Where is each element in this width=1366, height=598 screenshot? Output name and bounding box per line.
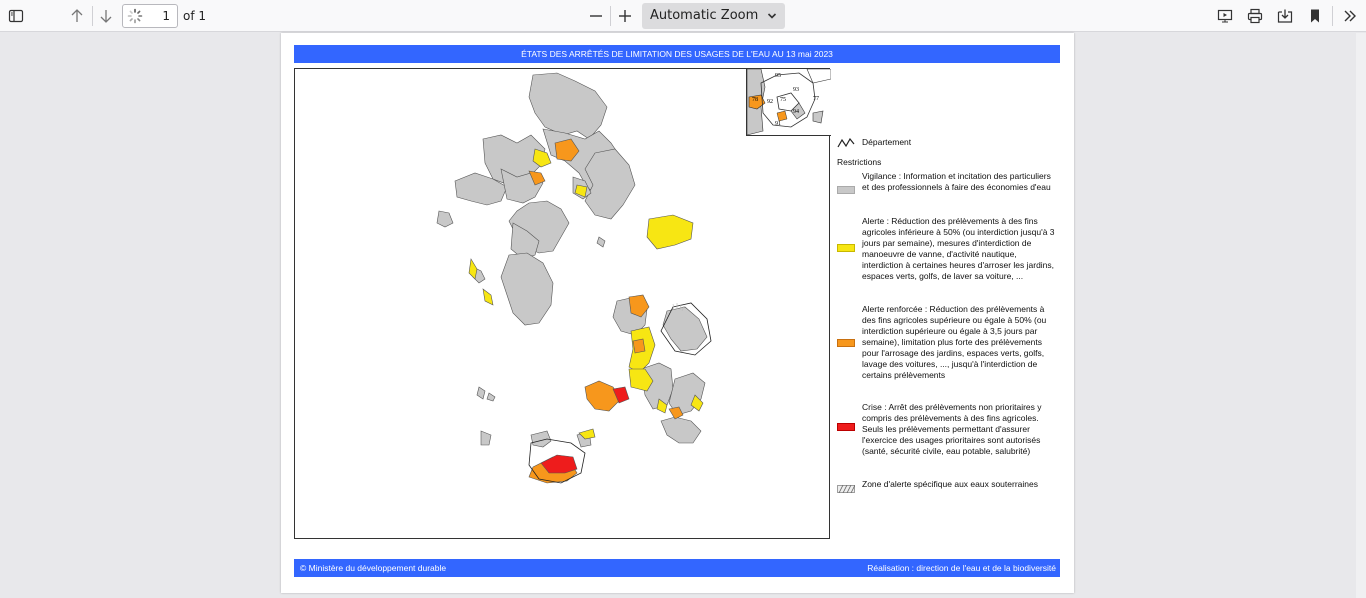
legend-item-text: Alerte : Réduction des prélèvements à de…: [862, 216, 1055, 281]
print-button[interactable]: [1242, 3, 1268, 29]
document-title: ÉTATS DES ARRÊTÉS DE LIMITATION DES USAG…: [294, 45, 1060, 63]
vertical-scrollbar[interactable]: [1356, 33, 1366, 598]
inset-label: 78: [752, 97, 758, 103]
print-icon: [1247, 8, 1263, 24]
zoom-select[interactable]: Automatic Zoom: [642, 3, 785, 29]
legend-item-text: Vigilance : Information et incitation de…: [862, 171, 1051, 192]
zoom-out-button[interactable]: [583, 3, 609, 29]
toolbar-separator: [92, 6, 93, 26]
legend-item-text: Zone d'alerte spécifique aux eaux souter…: [862, 479, 1038, 489]
department-map: [436, 72, 712, 484]
double-chevron-right-icon: [1344, 10, 1356, 22]
map-loading-indicator: [672, 303, 685, 312]
document-footer: © Ministère du développement durable Réa…: [294, 559, 1060, 577]
previous-page-button[interactable]: [64, 3, 90, 29]
bookmark-button[interactable]: [1302, 3, 1328, 29]
legend-swatch: [837, 339, 855, 347]
legend-item-text: Crise : Arrêt des prélèvements non prior…: [862, 402, 1042, 456]
ile-de-france-inset-map: 95 93 75 92 94 91 77 78: [746, 69, 831, 136]
bookmark-icon: [1311, 9, 1319, 23]
zoom-in-button[interactable]: [612, 3, 638, 29]
legend-swatch: [837, 423, 855, 431]
department-boundary-icon: [837, 138, 855, 148]
pdf-page: ÉTATS DES ARRÊTÉS DE LIMITATION DES USAG…: [281, 33, 1074, 593]
footer-credit: Réalisation : direction de l'eau et de l…: [867, 563, 1056, 573]
page-number-input[interactable]: [122, 4, 178, 28]
inset-label: 75: [780, 97, 786, 103]
save-button[interactable]: [1272, 3, 1298, 29]
arrow-down-icon: [100, 10, 112, 23]
legend-item-text: Alerte renforcée : Réduction des prélève…: [862, 304, 1047, 380]
save-icon: [1277, 9, 1293, 23]
legend-swatch: [837, 186, 855, 194]
restrictions-map: 95 93 75 92 94 91 77 78: [294, 68, 831, 539]
inset-label: 77: [813, 96, 819, 102]
legend-department-label: Département: [862, 137, 912, 147]
tools-menu-button[interactable]: [1337, 3, 1363, 29]
sidebar-toggle-button[interactable]: [3, 3, 29, 29]
legend-swatch: [837, 244, 855, 252]
inset-label: 91: [775, 121, 781, 127]
presentation-mode-button[interactable]: [1212, 3, 1238, 29]
footer-copyright: © Ministère du développement durable: [300, 563, 447, 573]
legend-restrictions-heading: Restrictions: [837, 157, 882, 167]
inset-label: 92: [767, 99, 773, 105]
presentation-icon: [1217, 9, 1233, 23]
arrow-up-icon: [71, 9, 83, 22]
toolbar-separator: [610, 6, 611, 26]
sidebar-toggle-icon: [8, 9, 24, 23]
inset-label: 94: [793, 109, 799, 115]
toolbar-separator: [1332, 6, 1333, 26]
loading-spinner-icon: [127, 8, 143, 24]
zoom-select-value: Automatic Zoom: [650, 8, 759, 23]
inset-label: 93: [793, 87, 799, 93]
hatched-swatch-icon: [837, 485, 855, 493]
chevron-down-icon: [767, 13, 777, 19]
zoom-out-icon: [590, 15, 602, 17]
pdf-toolbar: of 1 Automatic Zoom: [0, 0, 1366, 32]
zoom-in-icon: [619, 10, 631, 22]
next-page-button[interactable]: [93, 3, 119, 29]
inset-label: 95: [775, 73, 781, 79]
page-count-label: of 1: [183, 9, 207, 23]
